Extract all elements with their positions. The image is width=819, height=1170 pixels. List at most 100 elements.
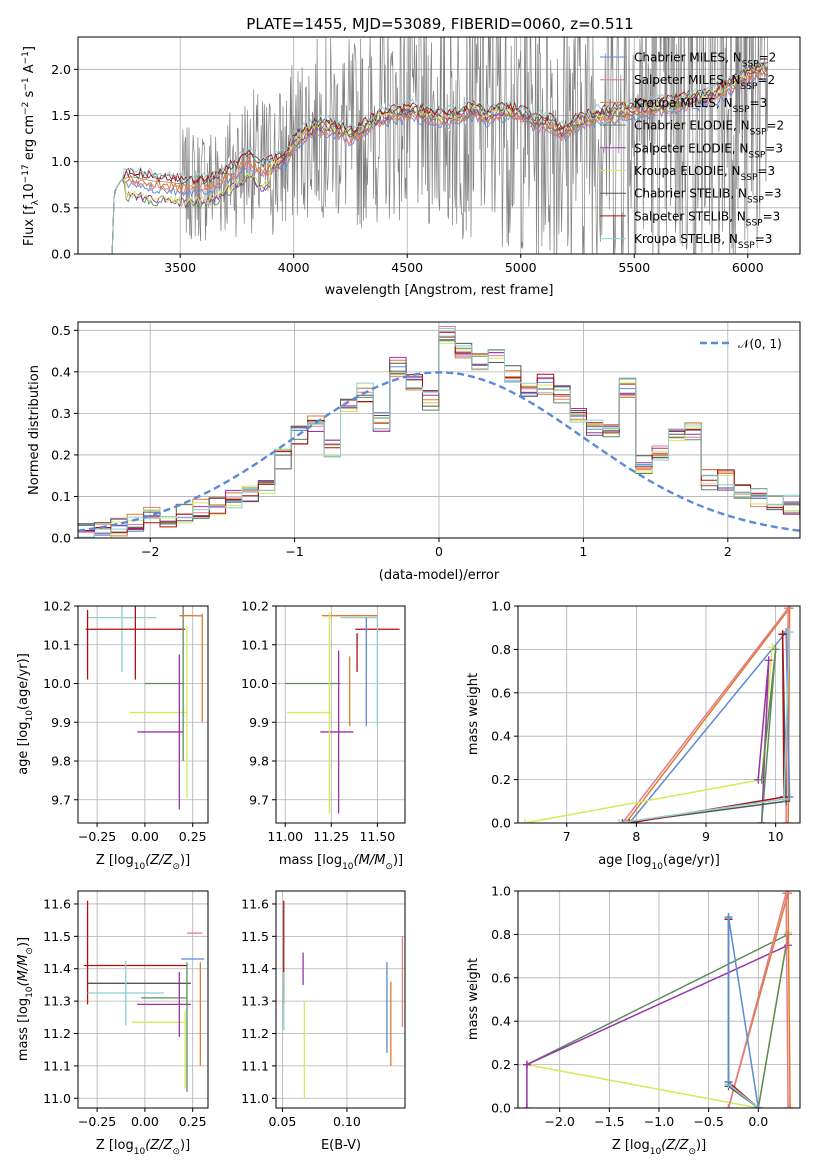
data-spectrum-line — [111, 37, 769, 254]
model-spectrum-kroupa-miles — [111, 68, 769, 254]
weight-age-ylabel: mass weight — [466, 673, 481, 755]
age-z-ytick-label: 9.8 — [51, 754, 71, 769]
histogram-kroupa-stelib — [78, 328, 800, 538]
mass-ebv-ytick-label: 11.6 — [241, 896, 269, 911]
weight-z-marker-salpeter-miles — [784, 1104, 793, 1108]
mass-z-xtick-label: 0.25 — [179, 1114, 207, 1129]
weight-age-marker-kroupa-miles — [784, 819, 793, 823]
mass-z-ytick-label: 11.1 — [43, 1058, 71, 1073]
weight-age-marker-chabrier-stelib — [618, 819, 627, 823]
weight-age-plot-area — [520, 606, 794, 823]
mass-z-ytick-label: 11.3 — [43, 994, 71, 1009]
weight-age-xtick-label: 10 — [768, 829, 784, 844]
weight-age-marker-kroupa-stelib — [779, 795, 788, 804]
legend-label-salpeter-elodie: Salpeter ELODIE, NSSP=3 — [634, 141, 783, 160]
weight-z-line-salpeter-elodie — [526, 944, 789, 1108]
mass-ebv-ytick-label: 11.4 — [241, 961, 269, 976]
spectrum-xtick-label: 4500 — [391, 260, 423, 275]
weight-age-marker-chabrier-elodie — [757, 819, 766, 823]
weight-age-marker-kroupa-miles — [621, 819, 630, 823]
weight-z-xtick-label: −1.0 — [644, 1114, 674, 1129]
age-mass-xtick-label: 11.00 — [267, 829, 303, 844]
weight-age-ytick-label: 1.0 — [491, 599, 511, 614]
weight-age-line-kroupa-elodie — [524, 647, 773, 823]
age-z-xtick-label: 0.25 — [179, 829, 207, 844]
residuals-ytick-label: 0.4 — [51, 364, 71, 379]
age-mass-ytick-label: 9.8 — [249, 754, 269, 769]
weight-z-ytick-label: 1.0 — [491, 884, 511, 899]
spectrum-plot-area — [111, 37, 769, 254]
residuals-ylabel: Normed distribution — [27, 365, 42, 495]
histogram-salpeter-miles — [78, 326, 800, 538]
age-mass-ytick-label: 10.1 — [241, 637, 269, 652]
legend-label-kroupa-miles: Kroupa MILES, NSSP=3 — [634, 96, 767, 115]
legend-label-normal: 𝒩(0, 1) — [738, 337, 782, 351]
legend-label-kroupa-elodie: Kroupa ELODIE, NSSP=3 — [634, 164, 775, 183]
weight-age-ytick-label: 0.2 — [491, 772, 511, 787]
legend-label-chabrier-elodie: Chabrier ELODIE, NSSP=2 — [634, 119, 784, 138]
spectrum-ytick-label: 0.5 — [51, 200, 71, 215]
spectrum-ytick-label: 1.5 — [51, 108, 71, 123]
weight-z-marker-chabrier-miles — [754, 1104, 763, 1108]
residuals-xtick-label: 1 — [579, 544, 587, 559]
age-z-ylabel: age [log10(age/yr)] — [16, 653, 35, 775]
mass-ebv-xtick-label: 0.10 — [333, 1114, 361, 1129]
spectrum-xtick-label: 3500 — [164, 260, 196, 275]
weight-z-ytick-label: 0.2 — [491, 1057, 511, 1072]
mass-z-ylabel: mass [log10(M/M⊙)] — [16, 937, 35, 1061]
mass-ebv-axes: 0.05 0.10 11.0 11.1 11.2 11.3 11.4 11.5 11.6 E(B-… — [241, 890, 406, 1153]
legend-label-kroupa-stelib: Kroupa STELIB, NSSP=3 — [634, 232, 772, 251]
spectrum-frame — [77, 36, 801, 255]
model-spectrum-chabrier-elodie — [111, 68, 769, 254]
residuals-xlabel: (data-model)/error — [379, 568, 500, 583]
mass-z-ytick-label: 11.4 — [43, 961, 71, 976]
weight-z-marker-kroupa-miles — [786, 1104, 795, 1108]
residuals-ytick-label: 0.5 — [51, 323, 71, 338]
mass-ebv-xlabel: E(B-V) — [321, 1138, 361, 1153]
age-mass-xtick-label: 11.25 — [313, 829, 349, 844]
age-z-ytick-label: 10.0 — [43, 676, 71, 691]
age-z-xlabel: Z [log10(Z/Z⊙)] — [96, 853, 190, 872]
mass-z-xtick-label: −0.25 — [78, 1114, 116, 1129]
weight-z-xtick-label: −1.5 — [594, 1114, 624, 1129]
age-z-xtick-label: 0.00 — [131, 829, 159, 844]
spectrum-xtick-label: 4000 — [278, 260, 310, 275]
spectrum-xtick-label: 5500 — [618, 260, 650, 275]
age-z-ytick-label: 10.2 — [43, 599, 71, 614]
weight-age-marker-chabrier-elodie — [757, 775, 766, 784]
weight-z-xtick-label: 0.0 — [748, 1114, 768, 1129]
weight-z-xtick-label: −2.0 — [545, 1114, 575, 1129]
residuals-ytick-label: 0.2 — [51, 447, 71, 462]
weight-age-xlabel: age [log10(age/yr)] — [598, 853, 720, 872]
legend-label-chabrier-miles: Chabrier MILES, NSSP=2 — [634, 51, 776, 70]
weight-age-marker-salpeter-stelib — [625, 819, 634, 823]
mass-ebv-plot-area — [283, 900, 404, 1099]
age-z-frame — [77, 605, 209, 824]
histogram-salpeter-elodie — [78, 331, 800, 535]
weight-age-marker-kroupa-stelib — [785, 628, 794, 637]
weight-age-axes: 7 8 9 10 0.0 0.2 0.4 0.6 0.8 1.0 age [log10(age/yr… — [466, 599, 801, 872]
age-mass-plot-area — [285, 611, 400, 814]
weight-age-line-kroupa-miles — [625, 606, 791, 823]
mass-ebv-ytick-label: 11.1 — [241, 1058, 269, 1073]
weight-age-frame — [517, 605, 801, 824]
age-mass-frame — [275, 605, 406, 824]
residuals-xtick-label: 0 — [435, 544, 443, 559]
mass-z-plot-area — [83, 900, 205, 1092]
weight-z-ytick-label: 0.0 — [491, 1101, 511, 1116]
weight-z-marker-chabrier-miles — [724, 913, 733, 922]
residuals-axes: −2 −1 0 1 2 0.0 0.1 0.2 0.3 0.4 0.5 (data-model)/er… — [27, 321, 801, 583]
age-z-ytick-label: 9.7 — [51, 792, 71, 807]
age-mass-ytick-label: 10.0 — [241, 676, 269, 691]
residuals-xtick-label: 2 — [724, 544, 732, 559]
mass-z-frame — [77, 890, 209, 1109]
weight-z-ytick-label: 0.4 — [491, 1014, 511, 1029]
weight-age-marker-salpeter-miles — [782, 819, 791, 823]
weight-age-marker-salpeter-stelib — [778, 630, 787, 639]
weight-z-frame — [517, 890, 801, 1109]
residuals-ytick-label: 0.1 — [51, 489, 71, 504]
spectrum-xtick-label: 5000 — [505, 260, 537, 275]
weight-age-ytick-label: 0.4 — [491, 729, 511, 744]
mass-ebv-ytick-label: 11.5 — [241, 929, 269, 944]
